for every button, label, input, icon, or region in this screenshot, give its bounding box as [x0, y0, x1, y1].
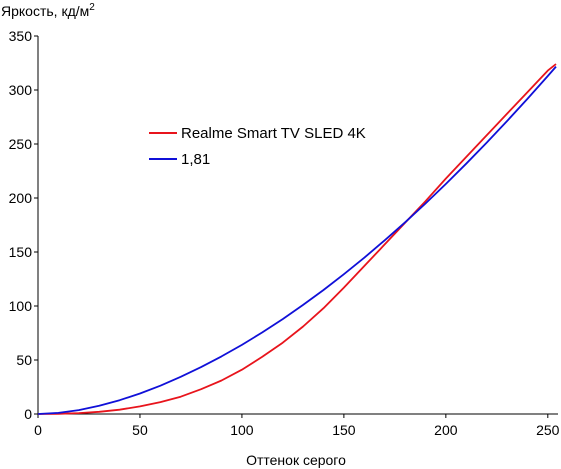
plot-area: 0 50 100 150 200 250 300 350 0 50 100 150 200 250 [9, 28, 560, 438]
x-tick-label: 0 [34, 422, 42, 438]
series-line-1 [37, 66, 557, 415]
y-tick-label: 300 [9, 82, 33, 98]
x-axis-ticks: 0 50 100 150 200 250 [34, 414, 560, 438]
y-tick-label: 0 [24, 406, 32, 422]
legend-label-gamma: 1,81 [181, 151, 210, 168]
legend-label-realme: Realme Smart TV SLED 4K [181, 125, 366, 142]
y-tick-label: 250 [9, 136, 33, 152]
y-axis-title-superscript: 2 [89, 2, 95, 13]
x-tick-label: 250 [536, 422, 560, 438]
x-tick-label: 100 [230, 422, 254, 438]
x-axis-title: Оттенок серого [246, 452, 346, 468]
x-tick-label: 50 [132, 422, 148, 438]
series-line-0 [37, 63, 557, 415]
y-tick-label: 50 [16, 352, 32, 368]
y-axis-ticks: 0 50 100 150 200 250 300 350 [9, 28, 38, 422]
legend: Realme Smart TV SLED 4K 1,81 [149, 125, 366, 168]
y-axis-title: Яркость, кд/м2 [1, 2, 95, 19]
y-tick-label: 200 [9, 190, 33, 206]
x-tick-label: 200 [434, 422, 458, 438]
series-lines [37, 63, 557, 415]
x-tick-label: 150 [332, 422, 356, 438]
y-tick-label: 150 [9, 244, 33, 260]
y-tick-label: 100 [9, 298, 33, 314]
y-tick-label: 350 [9, 28, 33, 44]
y-axis-title-text: Яркость, кд/м [1, 3, 89, 19]
